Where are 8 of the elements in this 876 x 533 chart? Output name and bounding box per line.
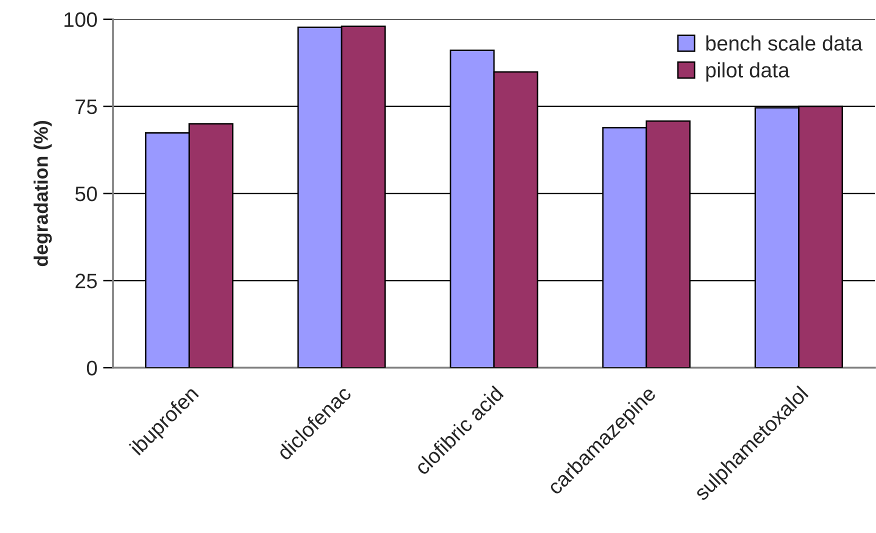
y-axis-title: degradation (%) — [34, 121, 52, 266]
y-tick-label: 25 — [76, 274, 97, 288]
legend-label: bench scale data — [706, 35, 863, 51]
y-tick-label: 0 — [86, 360, 97, 376]
legend-label: pilot data — [706, 62, 790, 82]
y-tick-label: 100 — [64, 12, 97, 28]
y-tick-label: 50 — [75, 186, 97, 202]
y-tick-label: 75 — [76, 100, 97, 114]
